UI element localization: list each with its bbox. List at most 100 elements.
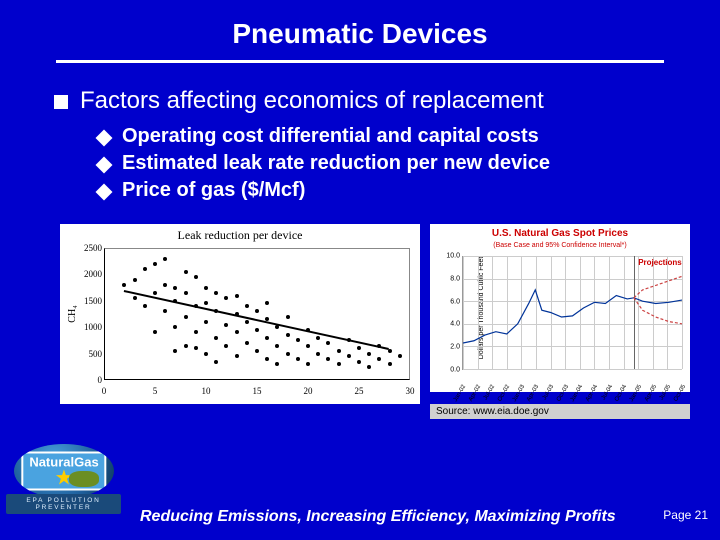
scatter-point	[153, 262, 157, 266]
line-chart: U.S. Natural Gas Spot Prices (Base Case …	[430, 224, 690, 392]
scatter-point	[286, 315, 290, 319]
scatter-point	[357, 346, 361, 350]
scatter-point	[275, 344, 279, 348]
scatter-point	[184, 344, 188, 348]
scatter-point	[224, 344, 228, 348]
scatter-point	[224, 323, 228, 327]
scatter-point	[122, 283, 126, 287]
scatter-point	[194, 275, 198, 279]
scatter-point	[184, 291, 188, 295]
scatter-point	[296, 338, 300, 342]
scatter-x-tick: 0	[102, 386, 107, 396]
scatter-point	[275, 362, 279, 366]
scatter-point	[306, 362, 310, 366]
scatter-point	[194, 346, 198, 350]
scatter-point	[337, 362, 341, 366]
scatter-x-tick: 20	[304, 386, 313, 396]
line-x-tick: Jan-05	[629, 384, 643, 403]
line-plot-area: Projections	[462, 256, 682, 370]
line-y-tick: 2.0	[446, 344, 460, 351]
scatter-point	[296, 357, 300, 361]
line-chart-subtitle: (Base Case and 95% Confidence Interval*)	[430, 242, 690, 249]
sub-bullet-list: Operating cost differential and capital …	[54, 125, 680, 202]
line-chart-title: U.S. Natural Gas Spot Prices	[430, 228, 690, 239]
line-x-tick: Jan-04	[570, 384, 584, 403]
scatter-x-tick: 10	[202, 386, 211, 396]
scatter-point	[337, 349, 341, 353]
line-x-tick: Oct-05	[673, 384, 687, 403]
globe-icon: NaturalGas ★	[14, 444, 114, 498]
scatter-point	[163, 257, 167, 261]
content-area: Factors affecting economics of replaceme…	[0, 87, 720, 202]
scatter-chart: Leak reduction per device CH₄ 0500100015…	[60, 224, 420, 404]
main-bullet: Factors affecting economics of replaceme…	[54, 87, 680, 115]
line-y-tick: 8.0	[446, 275, 460, 282]
scatter-point	[255, 349, 259, 353]
scatter-point	[204, 301, 208, 305]
scatter-x-tick: 15	[253, 386, 262, 396]
scatter-point	[357, 360, 361, 364]
chart-source: Source: www.eia.doe.gov	[430, 404, 690, 419]
scatter-border	[104, 248, 410, 380]
line-x-tick: Jul-05	[659, 384, 672, 401]
scatter-y-tick: 1000	[84, 322, 102, 332]
grid-line	[682, 256, 683, 369]
scatter-point	[235, 294, 239, 298]
scatter-point	[265, 301, 269, 305]
scatter-point	[316, 352, 320, 356]
line-chart-paths	[463, 256, 682, 369]
scatter-point	[204, 286, 208, 290]
scatter-point	[214, 336, 218, 340]
scatter-y-tick: 2000	[84, 269, 102, 279]
diamond-bullet-icon	[96, 157, 113, 174]
charts-row: Leak reduction per device CH₄ 0500100015…	[60, 224, 700, 404]
scatter-y-tick: 0	[84, 375, 102, 385]
scatter-point	[326, 341, 330, 345]
scatter-point	[173, 325, 177, 329]
line-x-tick: Apr-03	[526, 384, 540, 403]
scatter-point	[347, 354, 351, 358]
sub-bullet-text: Operating cost differential and capital …	[122, 125, 539, 148]
scatter-point	[173, 349, 177, 353]
scatter-point	[133, 278, 137, 282]
sub-bullet: Operating cost differential and capital …	[98, 125, 680, 148]
scatter-point	[194, 330, 198, 334]
scatter-point	[326, 357, 330, 361]
line-y-tick: 0.0	[446, 367, 460, 374]
line-y-tick: 10.0	[446, 253, 460, 260]
line-x-tick: Apr-02	[468, 384, 482, 403]
epa-naturalgas-logo: NaturalGas ★ EPA POLLUTION PREVENTER	[6, 444, 121, 518]
scatter-point	[173, 286, 177, 290]
scatter-plot-area	[104, 248, 410, 380]
diamond-bullet-icon	[96, 184, 113, 201]
sub-bullet-text: Estimated leak rate reduction per new de…	[122, 152, 550, 175]
line-x-tick: Jul-03	[542, 384, 555, 401]
scatter-point	[235, 330, 239, 334]
scatter-point	[245, 320, 249, 324]
scatter-point	[286, 352, 290, 356]
scatter-point	[214, 291, 218, 295]
logo-banner-text: EPA POLLUTION PREVENTER	[6, 494, 121, 514]
scatter-point	[204, 352, 208, 356]
sub-bullet: Price of gas ($/Mcf)	[98, 179, 680, 202]
scatter-point	[245, 304, 249, 308]
line-x-tick: Oct-02	[497, 384, 511, 403]
line-x-tick: Jan-03	[511, 384, 525, 403]
scatter-point	[133, 296, 137, 300]
scatter-x-tick: 30	[406, 386, 415, 396]
line-x-tick: Apr-04	[585, 384, 599, 403]
scatter-point	[367, 352, 371, 356]
footer-tagline: Reducing Emissions, Increasing Efficienc…	[140, 508, 640, 526]
line-x-tick: Oct-04	[614, 384, 628, 403]
square-bullet-icon	[54, 95, 68, 109]
scatter-point	[265, 336, 269, 340]
scatter-x-tick: 5	[153, 386, 158, 396]
scatter-y-axis-label: CH₄	[67, 305, 78, 322]
diamond-bullet-icon	[96, 130, 113, 147]
line-x-tick: Jul-02	[483, 384, 496, 401]
scatter-point	[214, 360, 218, 364]
star-icon: ★	[29, 469, 98, 487]
grid-line	[463, 369, 682, 370]
scatter-point	[143, 267, 147, 271]
scatter-point	[153, 291, 157, 295]
